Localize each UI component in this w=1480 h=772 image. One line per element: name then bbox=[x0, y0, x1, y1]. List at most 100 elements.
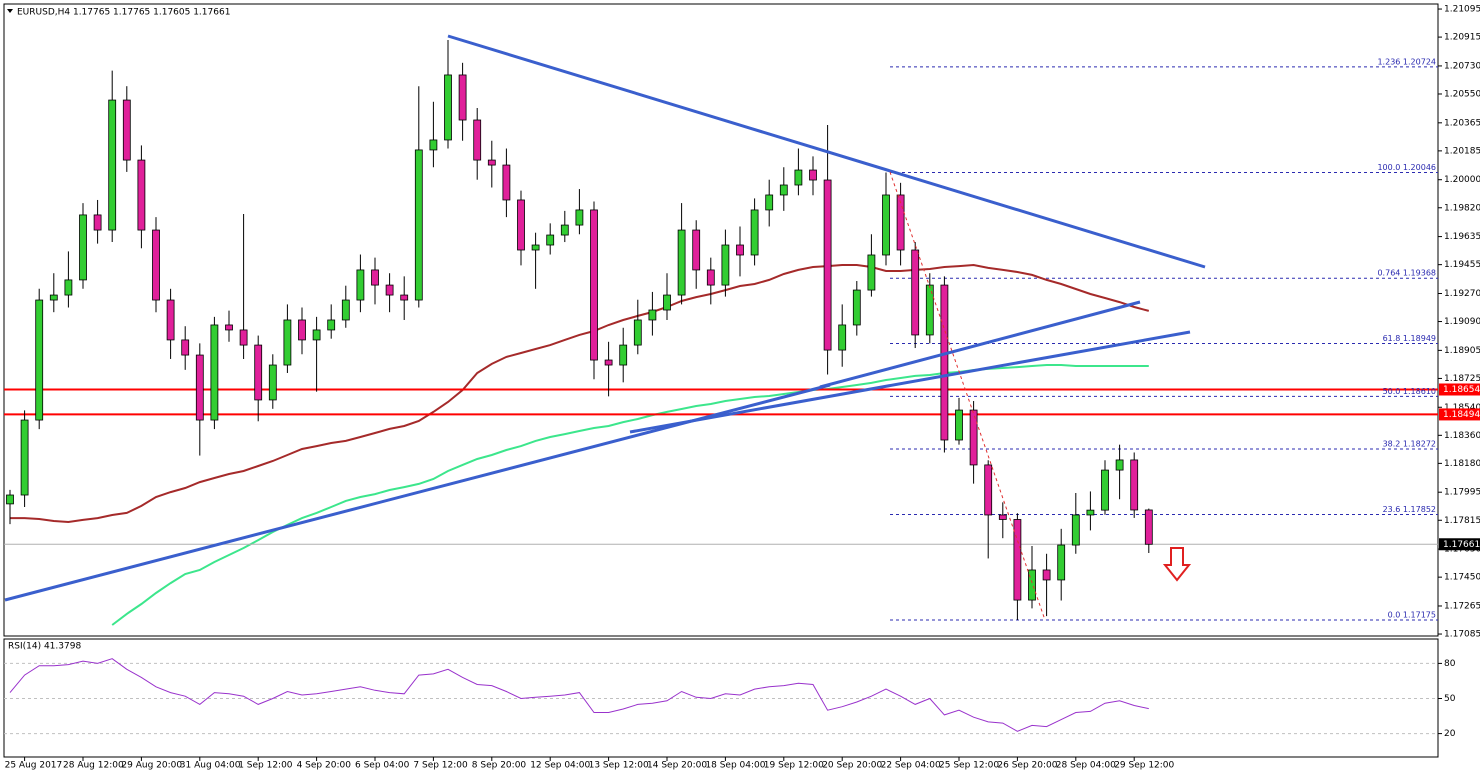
fib-label: 61.8 1.18949 bbox=[1383, 334, 1436, 343]
candle-body bbox=[663, 294, 671, 311]
fib-label: 38.2 1.18272 bbox=[1383, 440, 1436, 449]
candle-body bbox=[677, 229, 686, 296]
y-tick-label: 1.19820 bbox=[1444, 203, 1480, 213]
candle-body bbox=[896, 194, 905, 251]
menu-triangle bbox=[7, 9, 13, 13]
candle-body bbox=[940, 284, 949, 441]
moving-average bbox=[10, 263, 1150, 524]
candle-body bbox=[779, 184, 788, 196]
candle-body bbox=[1028, 569, 1036, 601]
trendline bbox=[819, 300, 1141, 389]
fib-label: 0.0 1.17175 bbox=[1388, 611, 1436, 620]
candle-body bbox=[633, 319, 642, 346]
candle-body bbox=[473, 119, 482, 161]
candle-body bbox=[706, 269, 715, 286]
candle-body bbox=[371, 269, 379, 286]
y-tick-label: 80 bbox=[1444, 659, 1456, 669]
y-tick-label: 1.17265 bbox=[1444, 601, 1480, 611]
candle-body bbox=[356, 269, 365, 301]
candle-body bbox=[546, 234, 555, 246]
y-tick-label: 1.21095 bbox=[1444, 5, 1480, 15]
candle-body bbox=[721, 244, 730, 286]
x-tick-label: 18 Sep 04:00 bbox=[705, 761, 765, 771]
candle-body bbox=[93, 214, 102, 231]
y-tick-label: 1.19635 bbox=[1444, 232, 1480, 242]
x-tick-label: 29 Aug 20:00 bbox=[121, 761, 182, 771]
candle-body bbox=[998, 514, 1007, 520]
x-tick-label: 6 Sep 04:00 bbox=[355, 761, 410, 771]
candle-body bbox=[502, 164, 511, 201]
x-tick-label: 29 Sep 12:00 bbox=[1114, 761, 1174, 771]
candle-body bbox=[1013, 519, 1022, 601]
down-arrow bbox=[1162, 547, 1192, 582]
x-tick-label: 25 Sep 12:00 bbox=[939, 761, 999, 771]
candle-body bbox=[969, 409, 978, 466]
candle-layer bbox=[6, 40, 1153, 621]
candle-body bbox=[137, 159, 146, 231]
fib-label: 100.0 1.20046 bbox=[1377, 163, 1436, 172]
candle-body bbox=[225, 324, 233, 331]
candle-body bbox=[385, 284, 394, 296]
candle-body bbox=[35, 299, 44, 421]
level-label: 1.18494 bbox=[1443, 410, 1480, 420]
candle-body bbox=[210, 324, 219, 421]
candle-body bbox=[1057, 544, 1066, 581]
candle-body bbox=[458, 74, 467, 121]
candle-body bbox=[181, 339, 190, 356]
main-panel bbox=[3, 3, 1439, 637]
candle-body bbox=[925, 284, 934, 336]
current-price-label: 1.17661 bbox=[1443, 540, 1480, 550]
y-tick-label: 1.18725 bbox=[1444, 374, 1480, 384]
candle-body bbox=[823, 179, 832, 351]
candle-body bbox=[49, 294, 58, 301]
candle-body bbox=[560, 224, 569, 236]
fib-label: 1.236 1.20724 bbox=[1377, 57, 1436, 66]
candle-body bbox=[108, 99, 117, 231]
x-tick-label: 19 Sep 12:00 bbox=[764, 761, 824, 771]
rsi-title: RSI(14) 41.3798 bbox=[8, 642, 81, 652]
y-tick-label: 20 bbox=[1444, 729, 1456, 739]
x-tick-label: 20 Sep 20:00 bbox=[822, 761, 882, 771]
candle-body bbox=[6, 494, 14, 505]
candle-body bbox=[429, 139, 438, 151]
y-tick-label: 1.18905 bbox=[1444, 346, 1480, 356]
candle-body bbox=[268, 364, 277, 401]
x-tick-label: 1 Sep 12:00 bbox=[238, 761, 293, 771]
y-tick-label: 1.17085 bbox=[1444, 630, 1480, 640]
candle-body bbox=[298, 319, 306, 341]
candle-body bbox=[195, 354, 204, 421]
x-tick-label: 28 Aug 12:00 bbox=[63, 761, 124, 771]
trendline bbox=[447, 34, 1206, 269]
x-tick-label: 13 Sep 12:00 bbox=[589, 761, 649, 771]
current-price-tag bbox=[1439, 538, 1480, 551]
y-tick-label: 1.19270 bbox=[1444, 289, 1480, 299]
level-tag bbox=[1439, 383, 1480, 396]
candle-body bbox=[64, 279, 73, 296]
candle-body bbox=[736, 244, 744, 256]
y-tick-label: 1.17995 bbox=[1444, 488, 1480, 498]
x-tick-label: 28 Sep 04:00 bbox=[1056, 761, 1116, 771]
candle-body bbox=[852, 289, 861, 326]
candle-body bbox=[809, 169, 817, 181]
y-tick-label: 1.17815 bbox=[1444, 516, 1480, 526]
candle-body bbox=[1086, 509, 1095, 516]
x-tick-label: 22 Sep 04:00 bbox=[881, 761, 941, 771]
y-tick-label: 1.20915 bbox=[1444, 33, 1480, 43]
fib-label: 0.764 1.19368 bbox=[1377, 269, 1436, 278]
y-tick-label: 1.18180 bbox=[1444, 459, 1480, 469]
chart-header: EURUSD,H4 1.17765 1.17765 1.17605 1.1766… bbox=[17, 8, 230, 18]
candle-body bbox=[867, 254, 876, 291]
candle-body bbox=[283, 319, 292, 366]
fib-label: 50.0 1.18610 bbox=[1383, 387, 1436, 396]
rsi-line bbox=[9, 658, 1149, 732]
candle-body bbox=[79, 214, 87, 281]
candle-body bbox=[882, 194, 890, 256]
candle-body bbox=[911, 249, 920, 336]
y-tick-label: 1.20550 bbox=[1444, 89, 1480, 99]
candle-body bbox=[619, 344, 628, 366]
candle-body bbox=[122, 99, 131, 161]
x-tick-label: 31 Aug 04:00 bbox=[180, 761, 241, 771]
y-tick-label: 1.19455 bbox=[1444, 260, 1480, 270]
